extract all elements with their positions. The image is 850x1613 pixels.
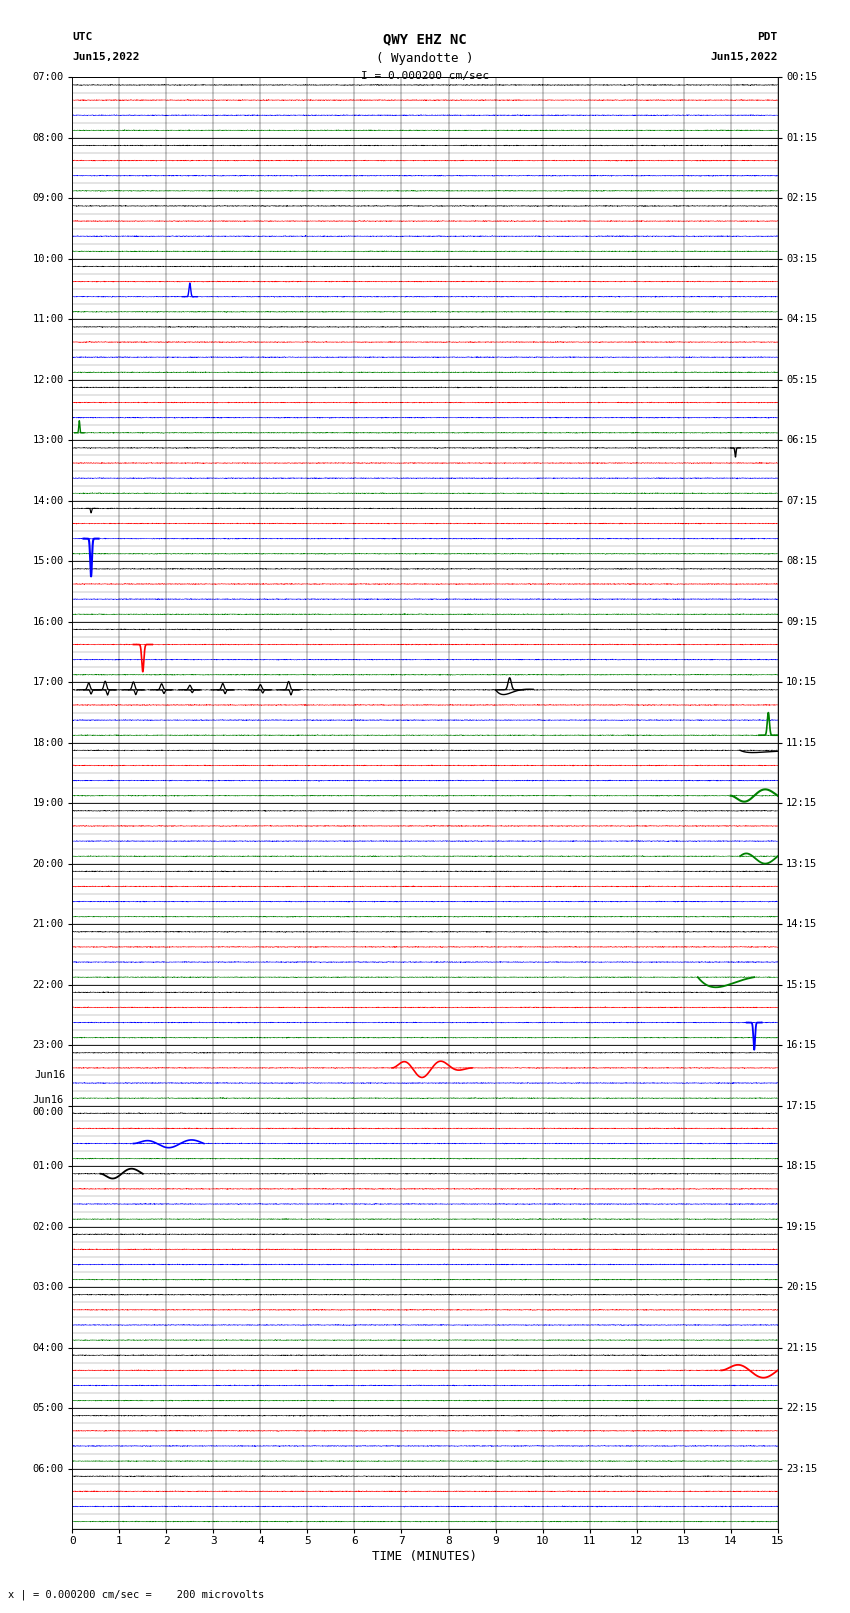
Text: UTC: UTC	[72, 32, 93, 42]
Text: QWY EHZ NC: QWY EHZ NC	[383, 32, 467, 47]
Text: I = 0.000200 cm/sec: I = 0.000200 cm/sec	[361, 71, 489, 81]
Text: ( Wyandotte ): ( Wyandotte )	[377, 52, 473, 65]
X-axis label: TIME (MINUTES): TIME (MINUTES)	[372, 1550, 478, 1563]
Text: Jun15,2022: Jun15,2022	[711, 52, 778, 61]
Text: Jun16: Jun16	[34, 1071, 65, 1081]
Text: PDT: PDT	[757, 32, 778, 42]
Text: x | = 0.000200 cm/sec =    200 microvolts: x | = 0.000200 cm/sec = 200 microvolts	[8, 1589, 264, 1600]
Text: Jun15,2022: Jun15,2022	[72, 52, 139, 61]
